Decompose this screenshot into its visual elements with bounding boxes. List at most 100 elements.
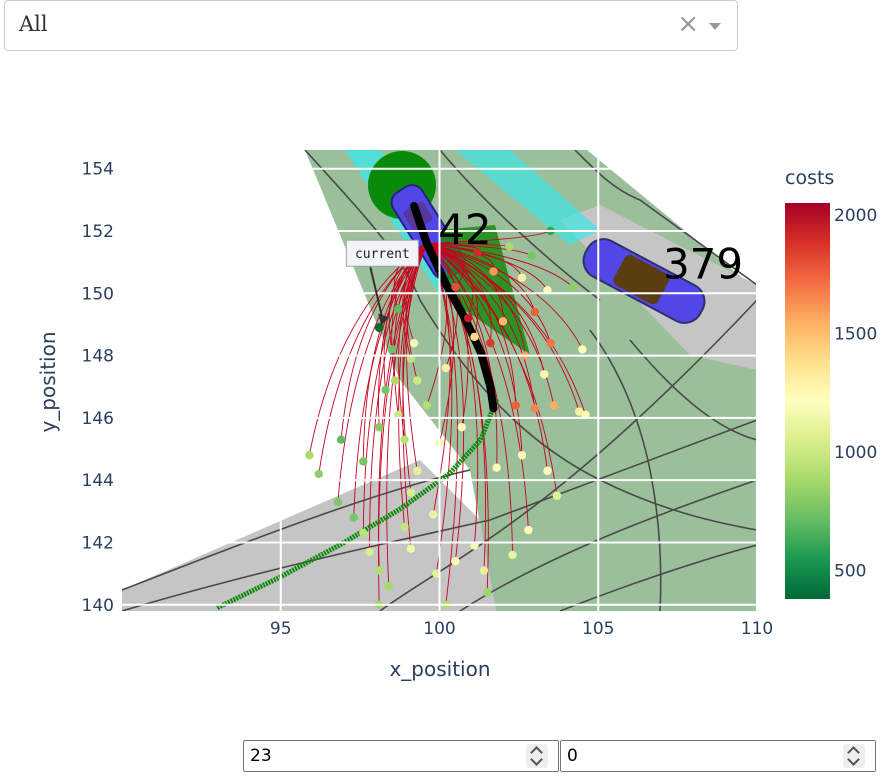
trajectory-endpoint xyxy=(451,282,460,292)
trajectory-endpoint xyxy=(409,338,419,348)
trajectory-endpoint xyxy=(479,566,489,575)
trajectory-endpoint xyxy=(473,248,482,257)
trajectory-endpoint xyxy=(505,242,514,251)
trajectory-endpoint xyxy=(581,410,590,419)
vehicle-id-label: 379 xyxy=(663,239,743,288)
trajectory-endpoint xyxy=(524,525,533,535)
trajectory-endpoint xyxy=(441,363,451,373)
trajectory-endpoint xyxy=(552,491,562,500)
trajectory-endpoint xyxy=(578,345,587,354)
annotation-arrow xyxy=(369,266,385,322)
colorbar-tick-label: 1000 xyxy=(834,443,877,463)
trajectory-endpoint xyxy=(457,423,466,432)
trajectory-line xyxy=(426,243,586,415)
trajectory-endpoint xyxy=(314,469,324,479)
trajectory-endpoint xyxy=(486,338,495,348)
trajectory-endpoint xyxy=(527,251,536,261)
trajectory-endpoint xyxy=(517,451,527,460)
trajectory-line xyxy=(426,242,574,288)
frame-number-input[interactable]: 23 xyxy=(243,740,559,772)
trajectory-endpoint xyxy=(333,497,343,507)
trajectory-endpoint xyxy=(365,547,374,557)
trajectory-endpoint xyxy=(413,376,422,385)
arrow-head-icon xyxy=(378,313,390,326)
trajectory-plot: current 42 379 95 100 105 110 140 142 144 146 148… xyxy=(36,150,877,681)
trajectory-endpoint xyxy=(387,345,397,354)
y-tick-label: 150 xyxy=(82,284,114,304)
trajectory-line xyxy=(404,243,428,344)
trajectory-endpoint xyxy=(470,332,479,342)
y-axis: 140 142 144 146 148 150 152 154 xyxy=(82,160,114,616)
trajectory-endpoint xyxy=(406,544,416,553)
annotation-box xyxy=(345,239,419,267)
stepper-icon[interactable] xyxy=(526,744,548,768)
trajectory-endpoint xyxy=(511,401,520,410)
trajectory-line xyxy=(426,230,551,244)
trajectory-endpoint xyxy=(428,510,438,519)
trajectory-endpoint xyxy=(406,488,416,497)
trajectory-endpoint xyxy=(359,457,368,466)
colorbar-tick-label: 1500 xyxy=(834,324,877,344)
x-axis: 95 100 105 110 xyxy=(270,619,773,639)
trajectory-line xyxy=(426,243,536,313)
trajectory-endpoint xyxy=(492,463,501,472)
colorbar-title: costs xyxy=(785,167,834,189)
trajectory-endpoint xyxy=(482,588,492,597)
y-tick-label: 140 xyxy=(82,596,114,616)
x-tick-label: 100 xyxy=(423,619,455,639)
trajectory-endpoint xyxy=(381,385,390,395)
trajectory-line xyxy=(426,243,517,406)
trajectory-endpoint xyxy=(470,541,479,550)
trajectory-endpoint xyxy=(543,285,552,295)
x-axis-label: x_position xyxy=(389,657,490,681)
trajectory-endpoint xyxy=(349,513,358,522)
trajectory-endpoint xyxy=(463,314,473,323)
y-tick-label: 146 xyxy=(82,409,114,429)
colorbar-tick-label: 500 xyxy=(834,562,866,582)
colorbar: costs 500 1000 1500 2000 xyxy=(785,167,877,599)
trajectory-line xyxy=(402,243,428,359)
trajectory-endpoint xyxy=(575,407,584,416)
trajectory-endpoint xyxy=(432,569,441,578)
trajectory-endpoint xyxy=(422,401,431,410)
y-tick-label: 142 xyxy=(82,533,114,553)
colorbar-gradient xyxy=(785,203,830,599)
trajectory-endpoint xyxy=(413,466,422,476)
y-tick-label: 154 xyxy=(82,160,114,180)
trajectory-line xyxy=(402,243,428,549)
trajectory-endpoint xyxy=(384,581,393,591)
trajectory-endpoint xyxy=(540,370,549,379)
trajectory-line xyxy=(426,243,583,350)
trajectory-endpoint xyxy=(394,410,403,419)
x-tick-label: 105 xyxy=(582,619,614,639)
trajectory-endpoint xyxy=(508,550,517,560)
trajectory-endpoint xyxy=(530,404,539,413)
trajectory-endpoint xyxy=(394,304,403,314)
stepper-icon[interactable] xyxy=(843,744,865,768)
trajectory-line xyxy=(426,243,536,409)
dropdown-value: All xyxy=(19,12,48,36)
y-tick-label: 144 xyxy=(82,471,114,491)
annotations: current 42 379 xyxy=(345,205,743,333)
trajectory-endpoint xyxy=(543,466,552,476)
trajectory-line xyxy=(426,243,523,456)
offset-number-input[interactable]: 0 xyxy=(560,740,876,772)
trajectory-endpoint xyxy=(546,338,555,348)
trajectory-endpoint xyxy=(400,522,409,532)
trajectory-endpoint xyxy=(390,376,400,385)
offset-value: 0 xyxy=(567,746,578,766)
trajectory-endpoint xyxy=(374,566,384,575)
grid xyxy=(122,150,758,611)
chevron-down-icon[interactable] xyxy=(709,23,721,30)
trajectory-endpoint xyxy=(359,528,368,538)
trajectory-endpoint xyxy=(374,423,384,432)
trajectory-endpoint xyxy=(489,267,498,276)
x-tick-label: 110 xyxy=(741,619,773,639)
trajectory-endpoint xyxy=(406,354,416,363)
trajectory-endpoint xyxy=(305,451,314,460)
trajectory-endpoints xyxy=(305,226,590,609)
trajectory-endpoint xyxy=(451,556,460,566)
scenario-dropdown[interactable]: All × xyxy=(4,0,738,51)
clear-icon[interactable]: × xyxy=(677,9,699,39)
trajectory-line xyxy=(426,243,548,471)
